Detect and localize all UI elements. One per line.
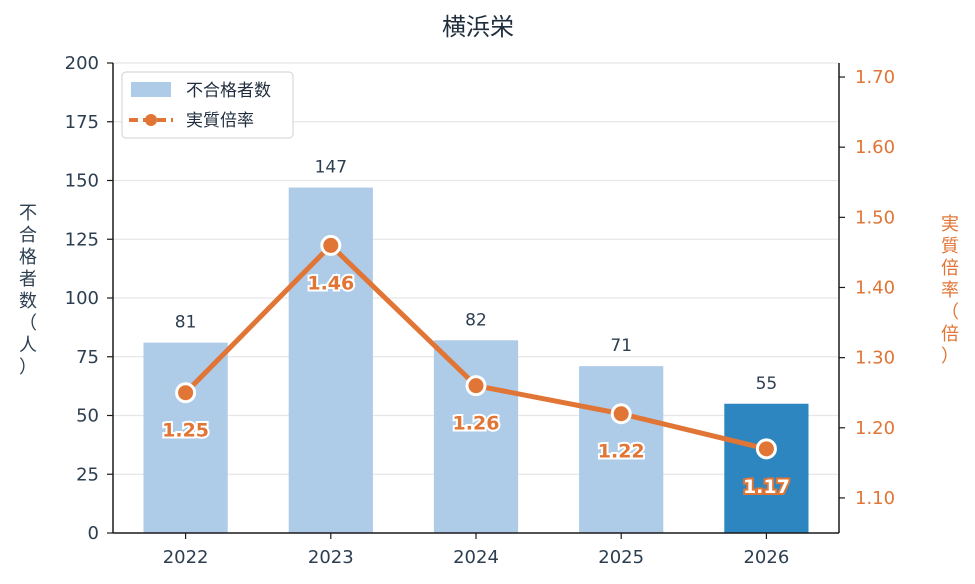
rate-point xyxy=(320,234,342,256)
legend-line-label: 実質倍率 xyxy=(186,111,254,131)
left-axis-ticks: 0 25 50 75 100 125 150 175 200 xyxy=(65,53,113,544)
bar xyxy=(724,403,809,533)
rate-point xyxy=(465,375,487,397)
left-axis-title: 不合格者数（人） xyxy=(19,203,37,378)
left-tick-label: 75 xyxy=(76,347,99,368)
bar xyxy=(579,366,664,533)
legend-bar-swatch xyxy=(131,82,171,97)
right-tick-label: 1.20 xyxy=(855,418,895,439)
left-tick-label: 25 xyxy=(76,464,99,485)
right-tick-label: 1.40 xyxy=(855,277,895,298)
right-tick-label: 1.10 xyxy=(855,488,895,509)
chart-title: 横浜栄 xyxy=(442,13,514,41)
x-tick-label: 2025 xyxy=(598,547,644,568)
bar-value-label: 55 xyxy=(756,374,778,394)
left-axis-title-text: 不合格者数（人） xyxy=(19,203,37,378)
rate-value-label: 1.25 xyxy=(162,420,209,442)
left-tick-label: 200 xyxy=(65,53,99,74)
line-series: 1.25 1.46 1.26 1.22 1.17 xyxy=(160,234,792,500)
rate-value-label: 1.17 xyxy=(743,476,790,498)
bar xyxy=(143,342,228,533)
legend-bar-label: 不合格者数 xyxy=(186,81,271,101)
right-tick-label: 1.50 xyxy=(855,207,895,228)
bar-series xyxy=(143,187,809,534)
left-tick-label: 100 xyxy=(65,288,99,309)
bar-value-label: 81 xyxy=(175,313,197,333)
rate-point xyxy=(175,382,197,404)
x-tick-label: 2022 xyxy=(163,547,209,568)
right-tick-label: 1.60 xyxy=(855,137,895,158)
left-tick-label: 150 xyxy=(65,171,99,192)
bar-value-label: 147 xyxy=(315,158,347,178)
legend: 不合格者数 実質倍率 xyxy=(121,71,294,139)
x-tick-label: 2026 xyxy=(743,547,789,568)
right-axis-ticks: 1.10 1.20 1.30 1.40 1.50 1.60 1.70 xyxy=(839,67,895,509)
bar xyxy=(433,340,519,533)
left-tick-label: 125 xyxy=(65,229,99,250)
bar-value-label: 71 xyxy=(610,336,632,356)
x-tick-label: 2023 xyxy=(308,547,354,568)
left-tick-label: 0 xyxy=(88,523,99,544)
rate-point xyxy=(755,438,777,460)
left-tick-label: 175 xyxy=(65,112,99,133)
right-axis-title-text: 実質倍率（倍） xyxy=(941,214,959,367)
bar-value-label: 82 xyxy=(465,310,487,330)
rate-value-label: 1.46 xyxy=(307,272,354,294)
bar-value-labels: 81 147 82 71 55 xyxy=(175,158,777,394)
left-tick-label: 50 xyxy=(76,406,99,427)
legend-line-marker xyxy=(145,114,157,126)
x-tick-label: 2024 xyxy=(453,547,499,568)
right-axis-title: 実質倍率（倍） xyxy=(941,214,959,367)
rate-value-label: 1.26 xyxy=(453,413,500,435)
x-axis-ticks: 2022 2023 2024 2025 2026 xyxy=(163,533,789,568)
right-tick-label: 1.30 xyxy=(855,348,895,369)
rate-value-label: 1.22 xyxy=(598,441,645,463)
right-tick-label: 1.70 xyxy=(855,67,895,88)
rate-point xyxy=(610,403,632,425)
